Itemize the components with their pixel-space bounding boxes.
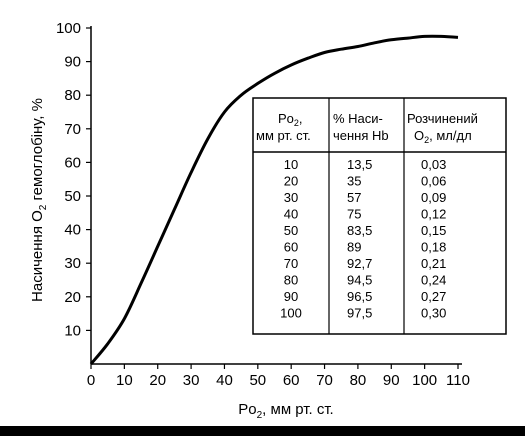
x-axis-label-sub: 2: [257, 410, 263, 421]
table-header-po-comma: ,: [299, 111, 303, 126]
y-tick-label: 90: [64, 54, 81, 71]
x-tick-label: 110: [446, 372, 470, 389]
table-header-dissolved-2: O2, мл/дл: [414, 128, 472, 145]
table-header-po-sub: 2: [294, 118, 299, 128]
table-cell: 0,27: [421, 289, 446, 304]
table-cell: 89: [347, 240, 361, 255]
y-tick-label: 40: [64, 222, 81, 239]
table-cell: 0,15: [421, 223, 446, 238]
table-cell: 57: [347, 190, 361, 205]
y-axis-label: Насичення O2 гемоглобіну, %: [29, 98, 49, 302]
bottom-black-bar: [0, 426, 525, 436]
table-cell: 0,09: [421, 190, 446, 205]
table-cell: 0,06: [421, 174, 446, 189]
y-tick-label: 10: [64, 322, 81, 339]
chart-axes: [90, 26, 462, 365]
table-header-dissolved-sub: 2: [424, 135, 429, 145]
y-tick-label: 30: [64, 255, 81, 272]
x-tick-label: 10: [116, 372, 133, 389]
table-cell: 0,30: [421, 306, 446, 321]
data-table: Po2, мм рт. ст. % Наси- чення Hb Розчине…: [252, 97, 507, 335]
x-axis-label: Po2, мм рт. ст.: [238, 401, 333, 421]
table-cell: 0,03: [421, 157, 446, 172]
curve-layer: [89, 34, 459, 365]
saturation-curve: [89, 34, 459, 365]
y-axis-label-main: Насичення O: [29, 210, 46, 302]
table-cell: 0,12: [421, 207, 446, 222]
table-header-po-main: Po: [278, 111, 294, 126]
x-axis-label-main: Po: [238, 401, 256, 418]
x-tick-label: 20: [149, 372, 166, 389]
table-header-dissolved-1: Розчинений: [407, 111, 478, 126]
table-cell: 40: [284, 207, 298, 222]
x-axis-label-rest: , мм рт. ст.: [262, 401, 334, 418]
table-cell: 83,5: [347, 223, 372, 238]
table-rows: 10 13,5 0,03 20 35 0,06 30 57 0,09 40 75 0,12 50 83,5…: [280, 157, 446, 321]
table-cell: 20: [284, 174, 298, 189]
table-cell: 0,24: [421, 273, 446, 288]
y-tick-label: 60: [64, 154, 81, 171]
y-tick-label: 100: [56, 20, 81, 37]
table-cell: 90: [284, 289, 298, 304]
y-tick-label: 70: [64, 121, 81, 138]
table-cell: 100: [280, 306, 302, 321]
y-axis-label-rest: гемоглобіну, %: [29, 98, 46, 205]
table-cell: 13,5: [347, 157, 372, 172]
x-tick-label: 90: [383, 372, 400, 389]
x-tick-label: 80: [350, 372, 367, 389]
table-header-saturation-2: чення Hb: [333, 128, 389, 143]
x-tick-label: 60: [283, 372, 300, 389]
x-tick-label: 40: [216, 372, 233, 389]
x-tick-label: 30: [183, 372, 200, 389]
table-header-po: Po2,: [278, 111, 303, 128]
table-header-saturation-1: % Наси-: [333, 111, 383, 126]
table-cell: 60: [284, 240, 298, 255]
table-cell: 92,7: [347, 256, 372, 271]
y-tick-label: 20: [64, 289, 81, 306]
x-tick-label: 0: [87, 372, 95, 389]
table-cell: 80: [284, 273, 298, 288]
table-cell: 35: [347, 174, 361, 189]
y-tick-label: 50: [64, 188, 81, 205]
table-header-dissolved-o: O: [414, 128, 424, 143]
y-axis-label-sub: 2: [38, 204, 49, 210]
table-cell: 96,5: [347, 289, 372, 304]
table-header-units: мм рт. ст.: [256, 128, 311, 143]
table-cell: 30: [284, 190, 298, 205]
table-border: [252, 97, 507, 335]
x-tick-label: 100: [412, 372, 437, 389]
x-tick-label: 50: [249, 372, 266, 389]
table-header-dissolved-rest: , мл/дл: [429, 128, 472, 143]
table-cell: 94,5: [347, 273, 372, 288]
table-cell: 0,18: [421, 240, 446, 255]
table-cell: 10: [284, 157, 298, 172]
table-cell: 0,21: [421, 256, 446, 271]
y-tick-label: 80: [64, 87, 81, 104]
x-tick-label: 70: [316, 372, 333, 389]
table-cell: 70: [284, 256, 298, 271]
table-cell: 75: [347, 207, 361, 222]
table-cell: 50: [284, 223, 298, 238]
table-cell: 97,5: [347, 306, 372, 321]
